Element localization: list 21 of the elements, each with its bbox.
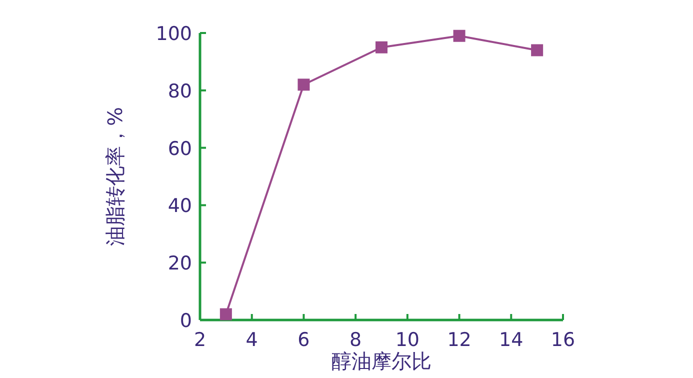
x-tick-label: 6 [298, 329, 310, 351]
x-tick-label: 12 [447, 329, 472, 351]
y-tick-label: 40 [168, 195, 192, 218]
x-tick-label: 2 [194, 329, 206, 351]
point [453, 30, 466, 42]
point [531, 44, 544, 56]
y-tick-label: 20 [168, 252, 192, 275]
point [298, 78, 310, 91]
y-tick-label: 0 [180, 310, 192, 332]
x-axis-title: 醇油摩尔比 [332, 349, 432, 373]
x-tick-label: 10 [395, 329, 420, 351]
x-tick-label: 16 [550, 329, 576, 351]
x-tick-label: 8 [350, 329, 362, 351]
x-tick-label: 4 [246, 329, 258, 351]
y-tick-label: 60 [168, 138, 192, 160]
x-tick-label: 14 [499, 329, 524, 351]
y-tick-label: 100 [156, 23, 192, 45]
y-tick-label: 80 [168, 80, 192, 102]
point [220, 308, 232, 320]
point [376, 41, 388, 54]
y-axis-title: 油脂转化率，% [103, 106, 127, 246]
